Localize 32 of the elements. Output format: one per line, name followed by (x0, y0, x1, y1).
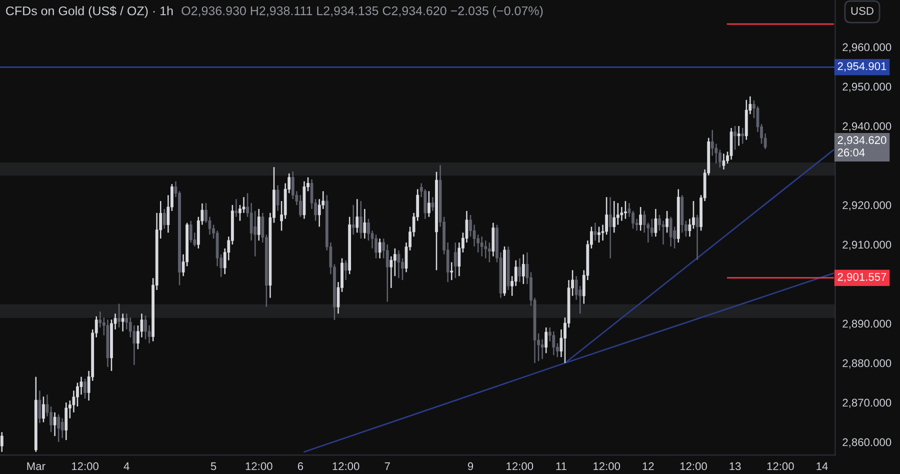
series-label: 2,901.557 (838, 272, 886, 282)
x-tick-label: 12:00 (767, 462, 794, 470)
chart-title: CFDs on Gold (US$ / OZ) · 1h (6, 6, 173, 18)
x-tick-label: 14 (816, 462, 828, 470)
x-tick-label: 12:00 (332, 462, 360, 470)
x-tick-label: 12:00 (680, 462, 707, 470)
x-tick-label: 5 (210, 462, 216, 470)
text: 2,934.620 26:04 (838, 136, 886, 156)
x-tick-label: 9 (468, 462, 474, 470)
y-tick-label: 2,920.000 (842, 201, 892, 210)
x-tick-label: 12 (642, 462, 654, 470)
x-tick-label: 12:00 (72, 462, 98, 470)
x-tick-label: 4 (124, 462, 130, 470)
x-tick-label: 13 (730, 462, 741, 470)
y-tick-label: 2,940.000 (842, 122, 892, 132)
y-tick-label: 2,880.000 (842, 359, 892, 368)
chart-subtitle: O2,936.930 H2,938.111 L2,934.135 C2,934.620 −2.035 (−0.07%) (182, 6, 543, 18)
y-tick-label: 2,950.000 (842, 82, 892, 92)
y-tick-label: 2,960.000 (842, 43, 892, 52)
x-tick-label: 12:00 (506, 462, 534, 470)
x-tick-label: 12:00 (594, 462, 620, 470)
y-tick-label: 2,890.000 (842, 320, 892, 329)
y-tick-label: 2,870.000 (842, 398, 892, 408)
x-tick-label: 6 (298, 462, 304, 470)
ref-line-label: 2,954.901 (838, 62, 886, 72)
x-tick-label: Mar (27, 462, 46, 470)
x-tick-label: 11 (556, 462, 566, 470)
x-tick-label: 7 (384, 462, 390, 470)
x-tick-label: 12:00 (246, 462, 272, 470)
y-tick-label: 2,910.000 (842, 240, 892, 250)
text: USD (851, 6, 874, 15)
y-tick-label: 2,860.000 (842, 438, 892, 448)
